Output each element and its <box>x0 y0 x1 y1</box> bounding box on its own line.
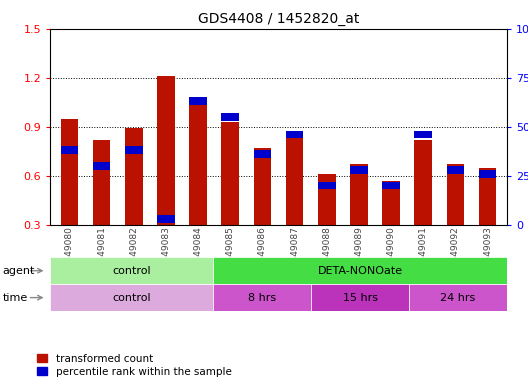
Text: GSM549093: GSM549093 <box>483 226 492 281</box>
Text: GSM549091: GSM549091 <box>419 226 428 281</box>
Bar <box>253 150 271 158</box>
Bar <box>382 180 400 225</box>
Bar <box>409 284 507 311</box>
Text: GSM549086: GSM549086 <box>258 226 267 281</box>
Bar <box>479 170 496 178</box>
Bar <box>414 140 432 225</box>
Bar <box>479 167 496 225</box>
Text: GSM549085: GSM549085 <box>226 226 235 281</box>
Text: GSM549080: GSM549080 <box>65 226 74 281</box>
Bar <box>253 148 271 225</box>
Bar <box>61 146 78 154</box>
Bar <box>157 76 175 225</box>
Text: GSM549092: GSM549092 <box>451 226 460 281</box>
Bar <box>93 140 110 225</box>
Bar <box>414 131 432 139</box>
Bar <box>50 284 213 311</box>
Bar <box>350 164 368 225</box>
Bar <box>189 102 207 225</box>
Bar <box>382 182 400 189</box>
Bar <box>318 174 336 225</box>
Text: GSM549087: GSM549087 <box>290 226 299 281</box>
Text: 8 hrs: 8 hrs <box>248 293 276 303</box>
Bar <box>189 98 207 105</box>
Text: 15 hrs: 15 hrs <box>343 293 378 303</box>
Text: control: control <box>112 266 151 276</box>
Bar <box>447 166 464 174</box>
Bar <box>93 162 110 170</box>
Bar <box>318 182 336 189</box>
Bar <box>311 284 409 311</box>
Bar <box>157 215 175 223</box>
Bar <box>50 257 213 284</box>
Text: GSM549084: GSM549084 <box>194 226 203 281</box>
Bar <box>286 132 304 225</box>
Bar <box>125 128 143 225</box>
Bar <box>286 131 304 139</box>
Text: GDS4408 / 1452820_at: GDS4408 / 1452820_at <box>198 12 359 25</box>
Text: GSM549081: GSM549081 <box>97 226 106 281</box>
Text: GSM549088: GSM549088 <box>322 226 331 281</box>
Text: GSM549089: GSM549089 <box>354 226 363 281</box>
Text: 24 hrs: 24 hrs <box>440 293 476 303</box>
Bar <box>61 119 78 225</box>
Text: control: control <box>112 293 151 303</box>
Bar <box>447 164 464 225</box>
Text: GSM549082: GSM549082 <box>129 226 138 281</box>
Bar <box>213 257 507 284</box>
Text: GSM549090: GSM549090 <box>386 226 395 281</box>
Bar <box>221 122 239 225</box>
Text: DETA-NONOate: DETA-NONOate <box>317 266 403 276</box>
Text: GSM549083: GSM549083 <box>162 226 171 281</box>
Bar <box>350 166 368 174</box>
Bar <box>125 146 143 154</box>
Bar <box>213 284 311 311</box>
Bar <box>221 113 239 121</box>
Text: time: time <box>3 293 28 303</box>
Text: agent: agent <box>3 266 35 276</box>
Legend: transformed count, percentile rank within the sample: transformed count, percentile rank withi… <box>37 354 231 377</box>
